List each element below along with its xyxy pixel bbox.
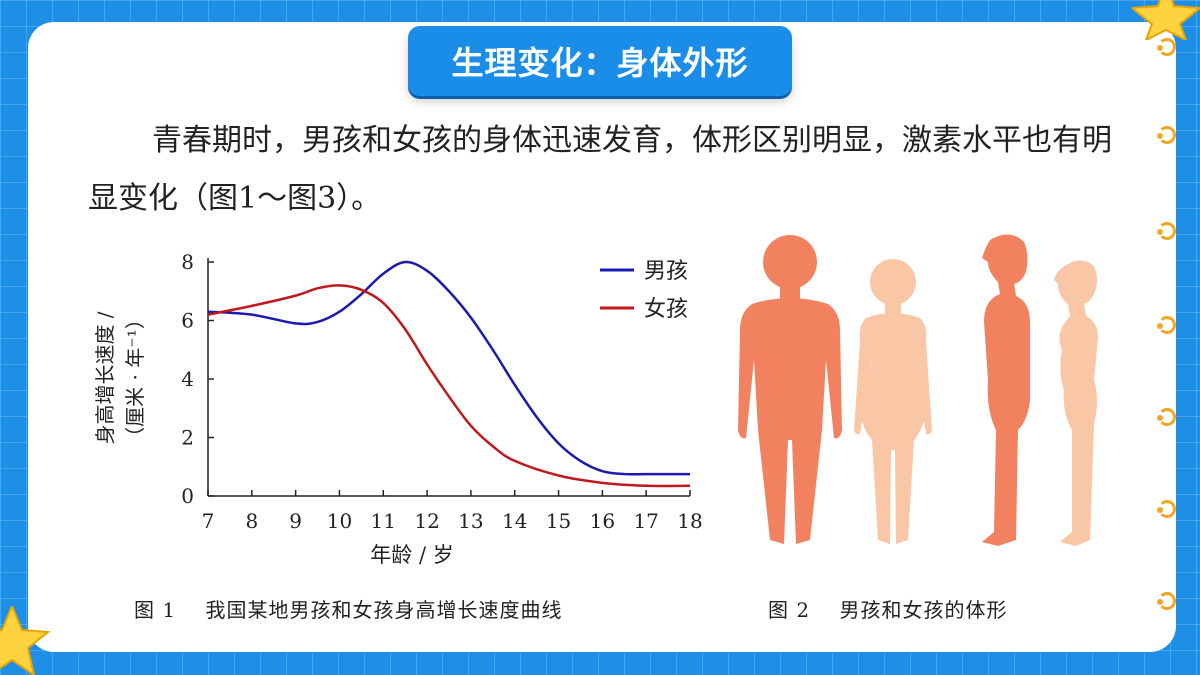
legend-label-boy: 男孩 bbox=[644, 259, 688, 284]
figure2-caption: 图 2 男孩和女孩的体形 bbox=[768, 598, 1008, 622]
binder-ring-icon bbox=[1157, 408, 1176, 426]
slide-title: 生理变化：身体外形 bbox=[408, 26, 792, 96]
x-tick-label: 10 bbox=[327, 509, 352, 533]
star-icon bbox=[1132, 0, 1200, 40]
star-icon bbox=[0, 606, 51, 675]
binder-ring-icon bbox=[1157, 126, 1176, 144]
legend: 男孩 女孩 bbox=[600, 259, 688, 322]
y-axis-label-line1: 身高增长速度 / bbox=[93, 311, 117, 444]
x-tick-label: 17 bbox=[633, 509, 658, 533]
x-tick-label: 8 bbox=[245, 509, 258, 533]
x-tick-label: 7 bbox=[202, 509, 215, 533]
x-tick-label: 11 bbox=[371, 509, 396, 533]
x-tick-label: 15 bbox=[546, 509, 571, 533]
boy-side-silhouette bbox=[982, 234, 1030, 546]
x-tick-label: 16 bbox=[590, 509, 615, 533]
x-tick-label: 18 bbox=[677, 509, 702, 533]
binder-ring-icon bbox=[1157, 316, 1176, 334]
binder-ring-icon bbox=[1157, 500, 1176, 518]
y-axis-label-line2: （厘米 · 年⁻¹） bbox=[123, 309, 147, 447]
intro-paragraph: 青春期时，男孩和女孩的身体迅速发育，体形区别明显，激素水平也有明显变化（图1～图… bbox=[88, 123, 1112, 216]
figure2-body-shapes bbox=[738, 234, 1098, 546]
x-axis-label: 年龄 / 岁 bbox=[370, 543, 453, 567]
y-tick-label: 4 bbox=[181, 367, 194, 391]
slide-card bbox=[28, 22, 1176, 652]
boy-front-silhouette bbox=[738, 235, 842, 544]
figure1-caption: 图 1 我国某地男孩和女孩身高增长速度曲线 bbox=[134, 598, 563, 622]
x-ticks: 7 8 9 10 11 12 13 14 15 16 17 18 bbox=[202, 490, 703, 533]
girl-front-silhouette bbox=[854, 259, 932, 544]
growth-rate-chart: 0 2 4 6 8 7 8 9 10 11 12 13 14 15 16 17 18 身高增长速度 / （厘米… bbox=[93, 250, 703, 567]
x-tick-label: 12 bbox=[414, 509, 439, 533]
legend-label-girl: 女孩 bbox=[644, 297, 688, 322]
y-tick-label: 0 bbox=[181, 484, 194, 508]
x-tick-label: 9 bbox=[289, 509, 302, 533]
binder-ring-icon bbox=[1157, 222, 1176, 240]
y-ticks: 0 2 4 6 8 bbox=[181, 250, 214, 508]
series-line-girl bbox=[207, 284, 691, 488]
x-tick-label: 14 bbox=[502, 509, 527, 533]
binder-ring-icon bbox=[1157, 592, 1176, 610]
series-line-boy bbox=[207, 260, 690, 476]
x-tick-label: 13 bbox=[458, 509, 483, 533]
y-tick-label: 6 bbox=[181, 309, 194, 333]
y-tick-label: 2 bbox=[181, 426, 194, 450]
binder-ring-icon bbox=[1157, 38, 1176, 56]
y-tick-label: 8 bbox=[181, 250, 194, 274]
girl-side-silhouette bbox=[1054, 260, 1098, 546]
